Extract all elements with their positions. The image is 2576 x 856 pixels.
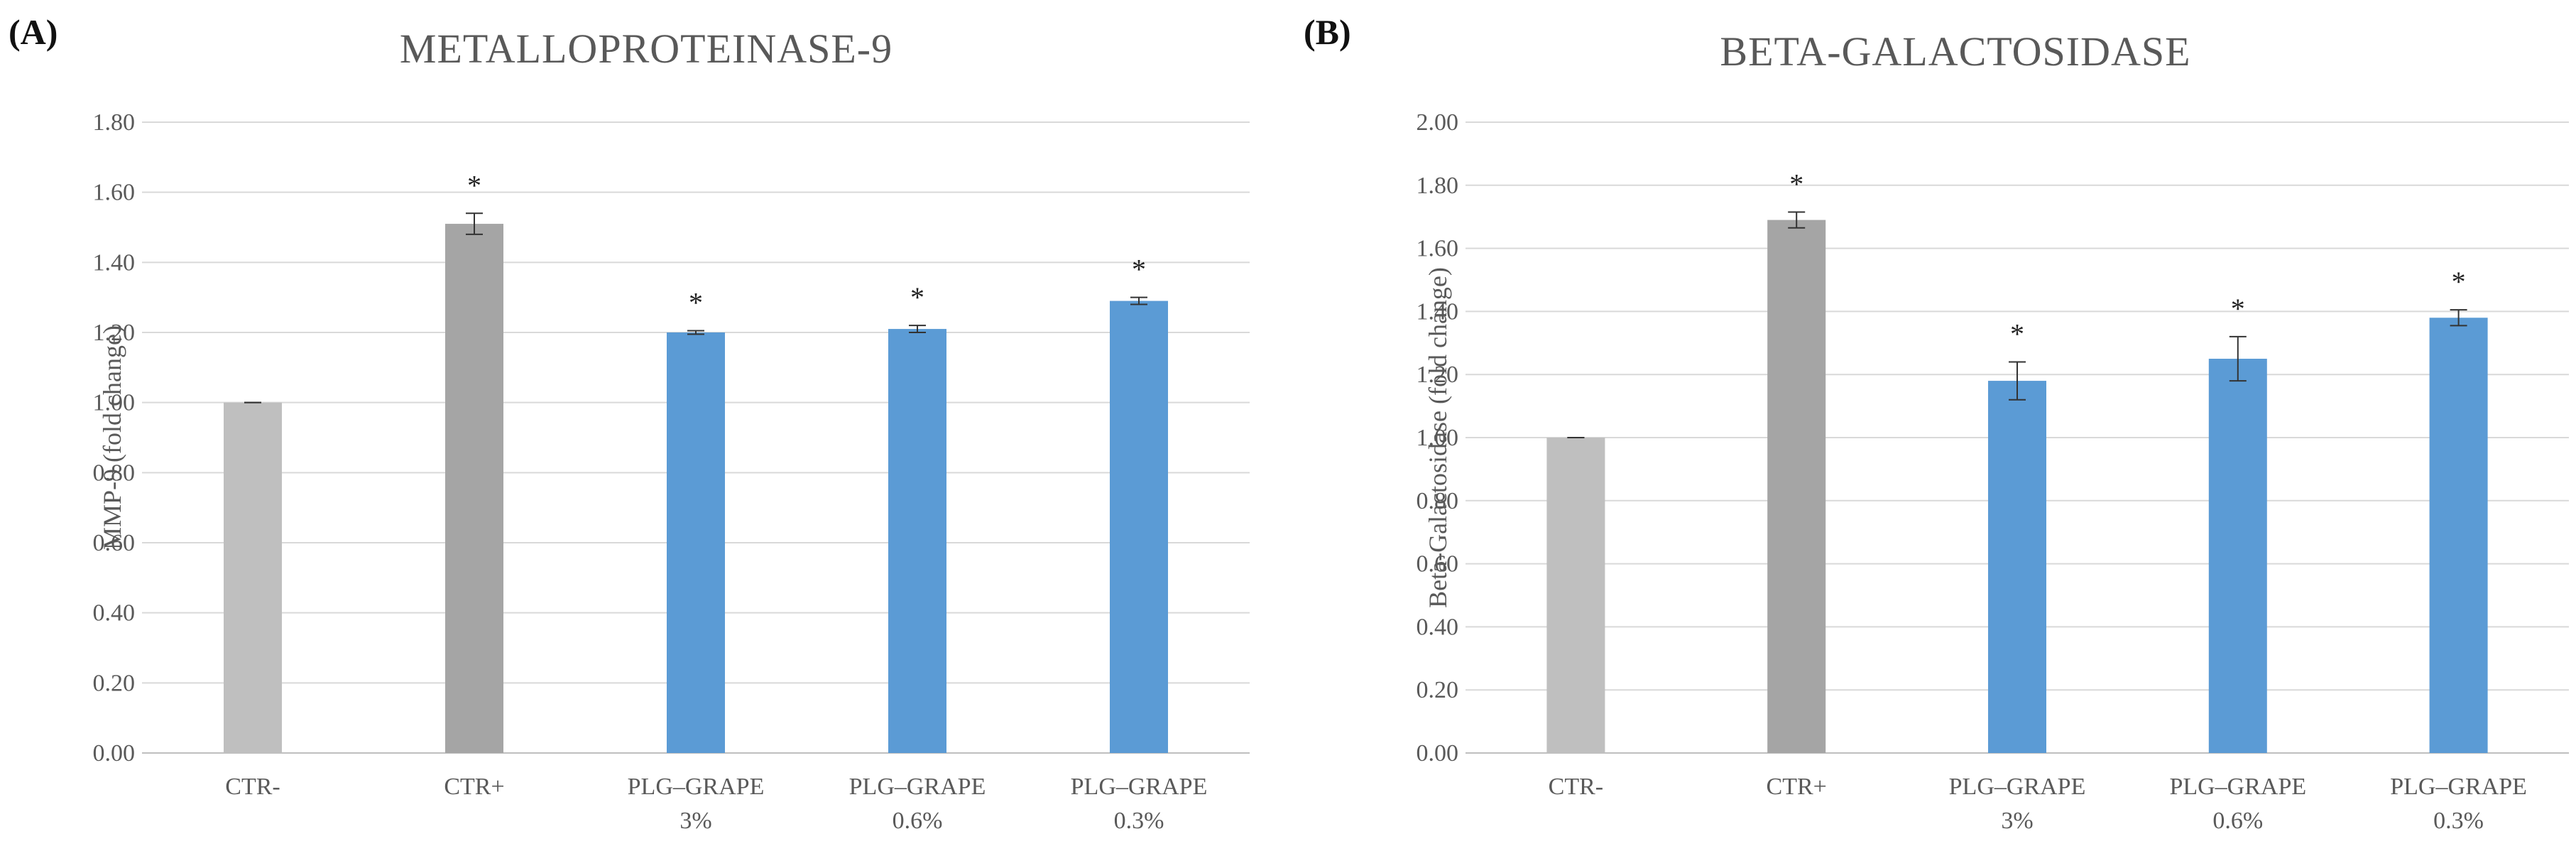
y-axis-title: MMP-9 (fold change) — [98, 325, 126, 550]
y-tick-label: 0.80 — [1417, 488, 1459, 514]
chart-title: METALLOPROTEINASE-9 — [400, 26, 893, 72]
x-tick-label: 0.6% — [893, 808, 943, 834]
y-tick-label: 0.40 — [1417, 614, 1459, 640]
y-tick-label: 1.20 — [1417, 362, 1459, 388]
significance-marker: * — [1789, 168, 1803, 200]
y-tick-label: 1.80 — [93, 109, 136, 136]
y-tick-label: 0.00 — [1417, 740, 1459, 766]
significance-marker: * — [2010, 318, 2024, 350]
y-tick-label: 1.40 — [1417, 298, 1459, 325]
y-tick-label: 0.20 — [1417, 677, 1459, 703]
bar — [224, 402, 282, 753]
y-tick-label: 2.00 — [1417, 109, 1459, 136]
y-tick-label: 1.60 — [1417, 236, 1459, 262]
x-tick-label: CTR+ — [444, 774, 504, 800]
significance-marker: * — [689, 287, 703, 319]
x-tick-label: CTR- — [1549, 774, 1603, 800]
y-tick-label: 0.60 — [1417, 551, 1459, 578]
x-tick-label: CTR- — [225, 774, 280, 800]
x-tick-label: 3% — [680, 808, 711, 834]
x-tick-label: 0.6% — [2212, 808, 2263, 834]
bar — [888, 329, 946, 754]
bar — [2429, 318, 2488, 753]
x-tick-label: PLG–GRAPE — [2169, 774, 2306, 800]
chart-title: BETA-GALACTOSIDASE — [1720, 28, 2190, 75]
bar — [445, 224, 503, 754]
y-tick-label: 1.00 — [93, 390, 136, 416]
significance-marker: * — [2452, 266, 2466, 298]
bar — [2208, 359, 2267, 753]
y-tick-label: 1.00 — [1417, 425, 1459, 451]
y-tick-label: 0.20 — [93, 670, 136, 696]
y-tick-label: 0.00 — [93, 740, 136, 766]
y-tick-label: 1.80 — [1417, 173, 1459, 199]
x-tick-label: CTR+ — [1767, 774, 1827, 800]
significance-marker: * — [910, 281, 924, 313]
x-tick-label: PLG–GRAPE — [849, 774, 986, 800]
x-tick-label: PLG–GRAPE — [1949, 774, 2086, 800]
x-tick-label: PLG–GRAPE — [1071, 774, 1208, 800]
y-tick-label: 0.60 — [93, 530, 136, 556]
x-tick-label: PLG–GRAPE — [628, 774, 765, 800]
x-tick-label: PLG–GRAPE — [2390, 774, 2527, 800]
x-tick-label: 3% — [2001, 808, 2033, 834]
significance-marker: * — [1132, 254, 1146, 286]
y-tick-label: 1.20 — [93, 320, 136, 346]
bar — [1110, 300, 1168, 754]
y-tick-label: 0.80 — [93, 460, 136, 486]
x-tick-label: 0.3% — [2433, 808, 2484, 834]
bar — [667, 332, 725, 753]
bar — [1546, 438, 1605, 753]
panel-label: (B) — [1304, 12, 1351, 52]
bar — [1988, 381, 2046, 753]
y-tick-label: 0.40 — [93, 600, 136, 627]
chart-metalloproteinase-9: (A) METALLOPROTEINASE-9 0.00 0.20 0.40 0.60 0.… — [9, 12, 1250, 834]
y-tick-label: 1.60 — [93, 180, 136, 206]
y-tick-label: 1.40 — [93, 249, 136, 276]
chart-beta-galactosidase: (B) BETA-GALACTOSIDASE 0.00 0.20 0.40 0.60 0.8… — [1304, 12, 2569, 834]
significance-marker: * — [467, 169, 481, 201]
bar — [1767, 220, 1826, 753]
significance-marker: * — [2231, 293, 2245, 325]
panel-label: (A) — [9, 12, 58, 52]
x-tick-label: 0.3% — [1114, 808, 1164, 834]
y-axis-title: Beta-Galactosidase (fold change) — [1424, 267, 1452, 608]
